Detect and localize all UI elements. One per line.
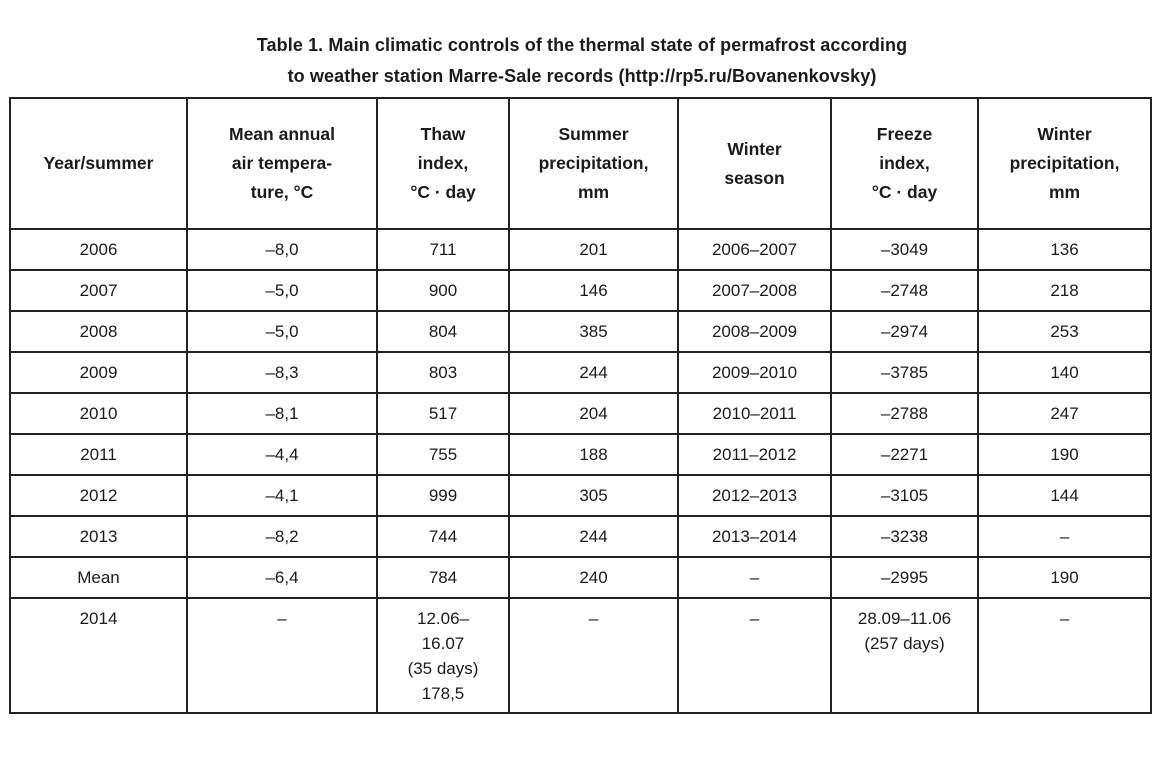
table-cell: 190 [977, 556, 1152, 599]
table-cell: –3049 [830, 228, 979, 271]
table-cell: 2009 [9, 351, 188, 394]
column-header: Winter precipitation, mm [977, 97, 1152, 230]
table-cell: 253 [977, 310, 1152, 353]
table-cell: –3785 [830, 351, 979, 394]
table-cell: – [977, 597, 1152, 714]
table-cell: 999 [376, 474, 510, 517]
table-row: 2011 –4,4 755 188 2011–2012 –2271 190 [9, 433, 1152, 476]
table-cell: 2007–2008 [677, 269, 832, 312]
table-cell: 140 [977, 351, 1152, 394]
table-cell: 2009–2010 [677, 351, 832, 394]
table-cell: –4,1 [186, 474, 378, 517]
table-cell: 2006–2007 [677, 228, 832, 271]
table-cell: 190 [977, 433, 1152, 476]
table-cell: 2006 [9, 228, 188, 271]
table-row: 2008 –5,0 804 385 2008–2009 –2974 253 [9, 310, 1152, 353]
table-cell: Mean [9, 556, 188, 599]
column-header: Mean annual air tempera- ture, °C [186, 97, 378, 230]
table-cell: 240 [508, 556, 679, 599]
table-row: 2013 –8,2 744 244 2013–2014 –3238– [9, 515, 1152, 558]
table-row: 2007 –5,0 900 146 2007–2008 –2748 218 [9, 269, 1152, 312]
table-cell: 2010–2011 [677, 392, 832, 435]
table-cell: –5,0 [186, 269, 378, 312]
column-header: Summer precipitation, mm [508, 97, 679, 230]
table-cell: 2011–2012 [677, 433, 832, 476]
table-cell: 385 [508, 310, 679, 353]
table-cell: 218 [977, 269, 1152, 312]
table-cell: 2010 [9, 392, 188, 435]
table-cell: –8,0 [186, 228, 378, 271]
table-cell: –5,0 [186, 310, 378, 353]
table-cell: –8,2 [186, 515, 378, 558]
header-row: Year/summer Mean annual air tempera- ture… [9, 97, 1152, 230]
table-cell: –6,4 [186, 556, 378, 599]
table-cell: 784 [376, 556, 510, 599]
table-row: 2012 –4,1 999 305 2012–2013 –3105 144 [9, 474, 1152, 517]
table-cell: 2007 [9, 269, 188, 312]
table-cell: –2974 [830, 310, 979, 353]
table-cell: – [508, 597, 679, 714]
table-cell: 744 [376, 515, 510, 558]
table-cell: 136 [977, 228, 1152, 271]
table-cell: 803 [376, 351, 510, 394]
table-cell: 517 [376, 392, 510, 435]
climate-table: Year/summer Mean annual air tempera- ture… [9, 97, 1152, 714]
table-cell: –3238 [830, 515, 979, 558]
table-cell: –2271 [830, 433, 979, 476]
table-cell: 12.06– 16.07 (35 days) 178,5 [376, 597, 510, 714]
table-cell: –8,3 [186, 351, 378, 394]
table-cell: 247 [977, 392, 1152, 435]
table-cell: 146 [508, 269, 679, 312]
table-cell: – [977, 515, 1152, 558]
table-cell: – [677, 597, 832, 714]
table-row: 2014–12.06– 16.07 (35 days) 178,5– –28.09… [9, 597, 1152, 714]
table-cell: 2012–2013 [677, 474, 832, 517]
table-cell: 2011 [9, 433, 188, 476]
table-cell: 2013–2014 [677, 515, 832, 558]
table-cell: 144 [977, 474, 1152, 517]
table-cell: 204 [508, 392, 679, 435]
table-cell: –2995 [830, 556, 979, 599]
table-cell: 2008–2009 [677, 310, 832, 353]
column-header: Winter season [677, 97, 832, 230]
table-cell: 201 [508, 228, 679, 271]
table-cell: 244 [508, 515, 679, 558]
table-body: 2006 –8,0 711 201 2006–2007 –3049 136 2007 –5,0 9… [9, 228, 1152, 714]
table-cell: 305 [508, 474, 679, 517]
column-header: Freeze index, °C · day [830, 97, 979, 230]
table-row: Mean –6,4 784 240– –2995 190 [9, 556, 1152, 599]
table-cell: –2748 [830, 269, 979, 312]
table-row: 2009 –8,3 803 244 2009–2010 –3785 140 [9, 351, 1152, 394]
table-cell: 711 [376, 228, 510, 271]
table-caption: Table 1. Main climatic controls of the t… [256, 35, 908, 86]
table-row: 2006 –8,0 711 201 2006–2007 –3049 136 [9, 228, 1152, 271]
table-cell: 28.09–11.06 (257 days) [830, 597, 979, 714]
table-cell: 900 [376, 269, 510, 312]
table-cell: –2788 [830, 392, 979, 435]
table-cell: 2008 [9, 310, 188, 353]
table-cell: –4,4 [186, 433, 378, 476]
table-cell: 804 [376, 310, 510, 353]
table-cell: 244 [508, 351, 679, 394]
table-cell: –3105 [830, 474, 979, 517]
table-cell: 2012 [9, 474, 188, 517]
table-cell: – [677, 556, 832, 599]
column-header: Year/summer [9, 97, 188, 230]
table-cell: 2013 [9, 515, 188, 558]
table-cell: – [186, 597, 378, 714]
table-cell: 188 [508, 433, 679, 476]
table-cell: –8,1 [186, 392, 378, 435]
table-cell: 755 [376, 433, 510, 476]
column-header: Thaw index, °C · day [376, 97, 510, 230]
table-row: 2010 –8,1 517 204 2010–2011 –2788 247 [9, 392, 1152, 435]
table-cell: 2014 [9, 597, 188, 714]
